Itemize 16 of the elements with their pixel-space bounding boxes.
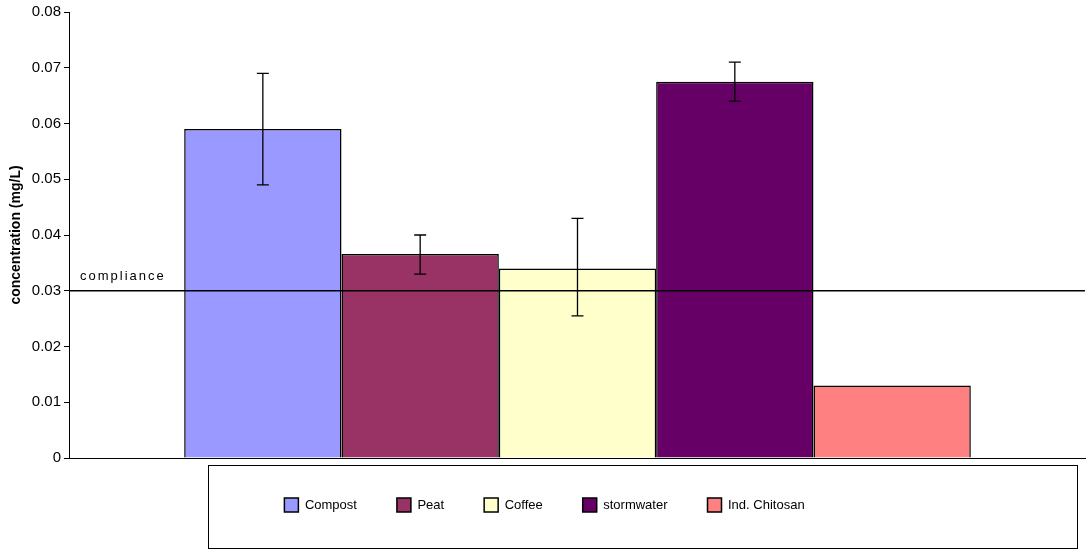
y-tick-label: 0.08 (31, 2, 61, 20)
legend-label: Ind. Chitosan (728, 496, 805, 512)
y-tick-label: 0 (52, 448, 61, 466)
ref-line-label: compliance (79, 267, 166, 283)
legend-label: Compost (304, 496, 358, 512)
y-tick-label: 0.06 (31, 113, 61, 131)
y-tick-label: 0.03 (31, 280, 61, 298)
legend-label: Peat (417, 496, 445, 512)
y-tick-label: 0.01 (31, 392, 61, 410)
y-tick-label: 0.05 (31, 169, 61, 187)
legend-label: stormwater (603, 496, 669, 512)
y-axis-title: concentration (mg/L) (7, 165, 24, 305)
y-tick-label: 0.04 (31, 225, 61, 243)
legend-label: Coffee (504, 496, 543, 512)
y-tick-label: 0.02 (31, 336, 61, 354)
y-tick-label: 0.07 (31, 57, 61, 75)
